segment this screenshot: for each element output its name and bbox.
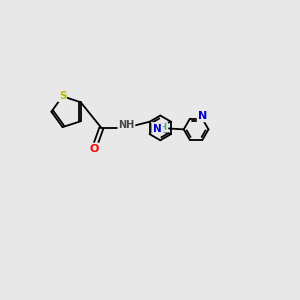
Text: O: O xyxy=(89,143,99,154)
Text: S: S xyxy=(59,91,66,101)
Text: N: N xyxy=(198,111,207,121)
Text: N: N xyxy=(153,124,162,134)
Text: NH: NH xyxy=(152,123,167,132)
Text: NH: NH xyxy=(118,120,135,130)
